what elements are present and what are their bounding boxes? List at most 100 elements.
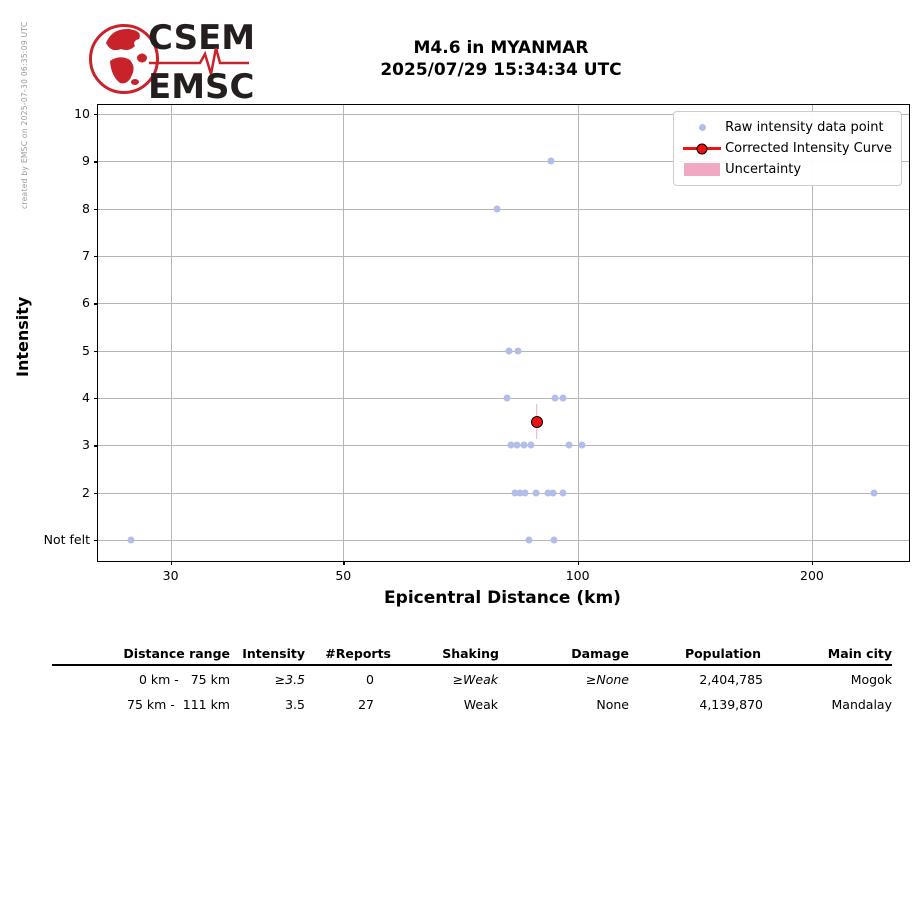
col-header-population: Population [684, 645, 761, 661]
legend-item-raw: Raw intensity data point [679, 117, 892, 138]
cell-damage: ≥None [585, 671, 629, 687]
y-axis-label: Intensity [13, 296, 32, 378]
uncertainty-patch-icon [679, 163, 725, 176]
y-tick-label: 2 [82, 484, 90, 500]
cell-main-city: Mogok [850, 671, 892, 687]
plot-area: 10 9 8 7 6 5 4 3 2 Not felt 200 100 50 30 Raw intensi… [44, 104, 910, 583]
y-gridline [98, 492, 909, 494]
y-tick-label: 10 [74, 105, 90, 121]
y-tick-label: 4 [82, 389, 90, 405]
raw-data-point [507, 441, 515, 449]
raw-data-point [559, 489, 567, 497]
cell-shaking: Weak [463, 696, 498, 712]
x-tick-label: 50 [335, 568, 352, 583]
cell-reports: 27 [358, 696, 374, 712]
corrected-intensity-point [530, 415, 543, 428]
x-tick-mark [170, 561, 172, 565]
y-tick-mark [94, 350, 98, 353]
col-header-distance-range: Distance range [123, 645, 230, 661]
cell-reports: 0 [366, 671, 374, 687]
cell-population: 4,139,870 [699, 696, 763, 712]
x-tick-label: 200 [800, 568, 824, 583]
raw-data-point [565, 441, 573, 449]
cell-main-city: Mandalay [831, 696, 893, 712]
raw-data-point [551, 394, 559, 402]
raw-data-point [521, 489, 529, 497]
emsc-logo: CSEM EMSC [89, 18, 255, 104]
y-tick-label: 8 [82, 200, 90, 216]
y-tick-mark [94, 208, 98, 210]
raw-data-point [505, 347, 513, 355]
y-tick-mark [94, 445, 98, 447]
cell-damage: None [596, 696, 629, 712]
x-tick-mark [811, 561, 814, 565]
y-tick-label: 5 [82, 342, 90, 358]
globe-icon [89, 24, 159, 94]
x-tick-label: 30 [162, 568, 179, 583]
col-header-damage: Damage [571, 645, 629, 661]
col-header-intensity: Intensity [242, 645, 305, 661]
raw-data-point [559, 394, 567, 402]
chart-title-line2: 2025/07/29 15:34:34 UTC [380, 60, 622, 80]
y-tick-label: 3 [82, 437, 90, 453]
corrected-curve-icon [679, 146, 725, 151]
y-tick-mark [94, 113, 98, 116]
col-header-shaking: Shaking [442, 645, 499, 661]
x-gridline [170, 105, 172, 561]
y-tick-mark [94, 540, 98, 542]
x-gridline [577, 105, 579, 561]
table-header-rule [52, 664, 892, 666]
x-tick-mark [577, 561, 579, 565]
chart-title-line1: M4.6 in MYANMAR [413, 38, 589, 58]
table-header-row: Distance range Intensity #Reports Shakin… [52, 643, 892, 663]
raw-data-point [578, 441, 586, 449]
y-tick-mark [94, 256, 98, 258]
y-gridline [98, 445, 909, 447]
legend-label: Corrected Intensity Curve [725, 141, 892, 156]
cell-population: 2,404,785 [699, 671, 763, 687]
col-header-reports: #Reports [325, 645, 391, 661]
raw-data-point [532, 489, 540, 497]
logo-text-csem: CSEM [148, 18, 255, 58]
raw-data-point [503, 394, 511, 402]
legend-label: Raw intensity data point [725, 120, 884, 135]
table-row: 75 km - 111 km 3.5 27 Weak None 4,139,87… [52, 692, 892, 717]
raw-data-point [525, 536, 533, 544]
raw-data-point [520, 441, 528, 449]
raw-data-point [870, 489, 878, 497]
raw-data-point [527, 441, 535, 449]
y-tick-label: Not felt [43, 531, 90, 547]
y-gridline [98, 350, 909, 352]
raw-data-point [493, 205, 501, 213]
legend-item-corrected: Corrected Intensity Curve [679, 138, 892, 159]
y-tick-mark [94, 303, 98, 305]
legend-item-uncertainty: Uncertainty [679, 159, 892, 180]
cell-distance-range: 75 km - 111 km [127, 696, 230, 712]
y-gridline [98, 113, 909, 115]
x-tick-mark [343, 561, 345, 565]
raw-data-point [547, 157, 555, 165]
raw-data-point [544, 489, 552, 497]
impact-summary-table: Distance range Intensity #Reports Shakin… [52, 643, 892, 717]
y-tick-label: 7 [82, 247, 90, 263]
raw-data-point [513, 441, 521, 449]
x-tick-label: 100 [565, 568, 590, 583]
x-axis-label: Epicentral Distance (km) [384, 588, 621, 608]
col-header-main-city: Main city [827, 645, 892, 661]
raw-data-point [550, 536, 558, 544]
y-tick-mark [94, 492, 98, 495]
y-tick-mark [94, 398, 98, 400]
raw-data-point [511, 489, 519, 497]
table-row: 0 km - 75 km ≥3.5 0 ≥Weak ≥None 2,404,78… [52, 667, 892, 692]
cell-shaking: ≥Weak [452, 671, 498, 687]
logo-text-emsc: EMSC [148, 67, 255, 104]
x-gridline [343, 105, 345, 561]
raw-data-point [516, 489, 524, 497]
y-gridline [98, 540, 909, 542]
y-tick-label: 6 [82, 295, 90, 311]
legend-label: Uncertainty [725, 162, 802, 177]
legend: Raw intensity data point Corrected Inten… [673, 111, 902, 186]
raw-data-point [127, 536, 135, 544]
cell-intensity: ≥3.5 [274, 671, 305, 687]
y-tick-label: 9 [82, 153, 90, 169]
